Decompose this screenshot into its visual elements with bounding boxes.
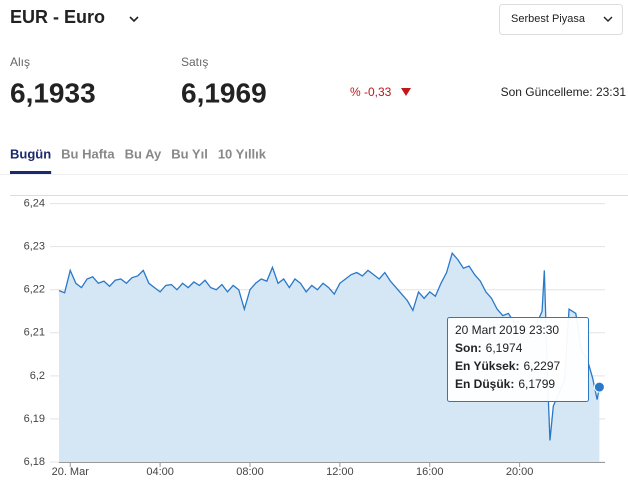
tooltip-label: Son: (455, 341, 482, 355)
title-chevron[interactable] (129, 16, 139, 23)
sell-price: 6,1969 (181, 77, 267, 108)
select-chevron[interactable] (603, 16, 613, 22)
y-tick-label: 6,22 (24, 284, 45, 296)
tab-bar: Bugün Bu Hafta Bu Ay Bu Yıl 10 Yıllık (10, 146, 267, 174)
x-tick-label: 20:00 (506, 466, 534, 478)
y-tick-label: 6,21 (24, 327, 45, 339)
tooltip-label: En Düşük: (455, 377, 514, 391)
y-tick-label: 6,23 (24, 241, 45, 253)
tab[interactable]: Bu Ay (125, 146, 162, 161)
y-tick-label: 6,24 (24, 198, 45, 210)
active-tab-underline (10, 171, 52, 174)
tab[interactable]: Bu Hafta (61, 146, 115, 161)
x-tick-label: 16:00 (416, 466, 444, 478)
tooltip-value: 6,1974 (486, 341, 523, 355)
x-tick-label: 04:00 (146, 466, 174, 478)
tab[interactable]: Bu Yıl (171, 146, 208, 161)
tooltip: 20 Mart 2019 23:30 Son: 6,1974 En Yüksek: 6,… (447, 317, 589, 402)
tab[interactable]: 10 Yıllık (218, 146, 267, 161)
tooltip-date: 20 Mart 2019 23:30 (455, 323, 559, 337)
down-arrow (401, 88, 411, 96)
tab[interactable]: Bugün (10, 146, 51, 161)
tooltip-value: 6,2297 (523, 359, 560, 373)
tooltip-value: 6,1799 (518, 377, 555, 391)
buy-label: Alış (10, 55, 30, 69)
chart: 6,18 6,19 6,2 6,21 6,22 6,23 6,24 20. Mar 04:00 0… (24, 198, 605, 478)
x-tick-label: 20. Mar (52, 466, 90, 478)
x-tick-label: 12:00 (326, 466, 354, 478)
market-select[interactable] (499, 4, 623, 35)
x-tick-label: 08:00 (236, 466, 264, 478)
area-fill (59, 253, 600, 462)
change: % -0,33 (350, 85, 392, 99)
y-tick-label: 6,19 (24, 413, 45, 425)
y-tick-label: 6,18 (24, 456, 45, 468)
tooltip-label: En Yüksek: (455, 359, 519, 373)
last-update: Son Güncelleme: 23:31 (501, 85, 627, 99)
sell-label: Satış (181, 55, 208, 69)
buy-price: 6,1933 (10, 77, 96, 108)
last-point[interactable] (593, 381, 605, 393)
market-select-label[interactable]: Serbest Piyasa (511, 13, 586, 25)
tooltip-box (447, 317, 589, 402)
currency-title[interactable]: EUR - Euro (10, 7, 105, 27)
y-tick-label: 6,2 (30, 370, 45, 382)
